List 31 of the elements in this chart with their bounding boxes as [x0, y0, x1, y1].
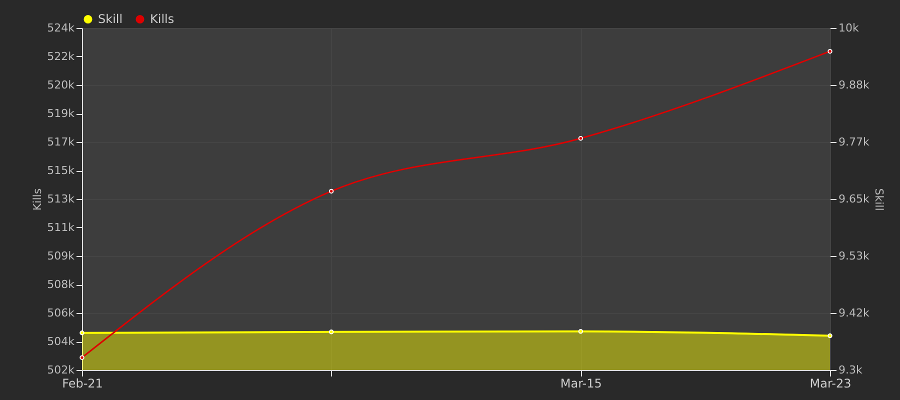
y2-axis-title: Skill [872, 188, 886, 211]
y-tick-label: 508k [47, 278, 76, 291]
y-tick-label: 506k [47, 306, 76, 320]
point [328, 188, 334, 194]
y2-tick-label: 9.65k [838, 192, 870, 206]
x-tick-label: Mar-23 [810, 376, 852, 390]
y-tick-label: 519k [47, 107, 76, 120]
x-tick-label: Mar-15 [560, 376, 602, 390]
legend-label: Kills [150, 12, 174, 26]
x-tick-label: Feb-21 [62, 376, 103, 390]
y-tick-label: 522k [47, 50, 76, 63]
y2-tick-label: 9.88k [838, 78, 870, 92]
legend-label: Skill [98, 12, 123, 26]
point [80, 355, 84, 360]
y-tick-label: 520k [47, 78, 76, 92]
y-tick-label: 502k [47, 364, 76, 376]
y-tick-label: 511k [47, 221, 76, 234]
y-tick-label: 509k [47, 250, 76, 262]
y2-tick-label: 10k [838, 22, 860, 34]
y2-tick-label: 9.53k [838, 250, 870, 263]
y-tick-label: 513k [47, 192, 76, 206]
y-tick-label: 517k [47, 136, 76, 148]
y2-tick-label: 9.3k [838, 364, 863, 376]
y-tick-label: 504k [47, 335, 76, 348]
point [578, 136, 584, 141]
y2-tick-label: 9.42k [838, 306, 870, 320]
y2-tick-label: 9.77k [838, 135, 870, 148]
point [828, 48, 832, 54]
y-tick-label: 515k [47, 164, 76, 177]
y-axis-title: Kills [31, 188, 44, 211]
y-tick-label: 524k [47, 22, 76, 34]
